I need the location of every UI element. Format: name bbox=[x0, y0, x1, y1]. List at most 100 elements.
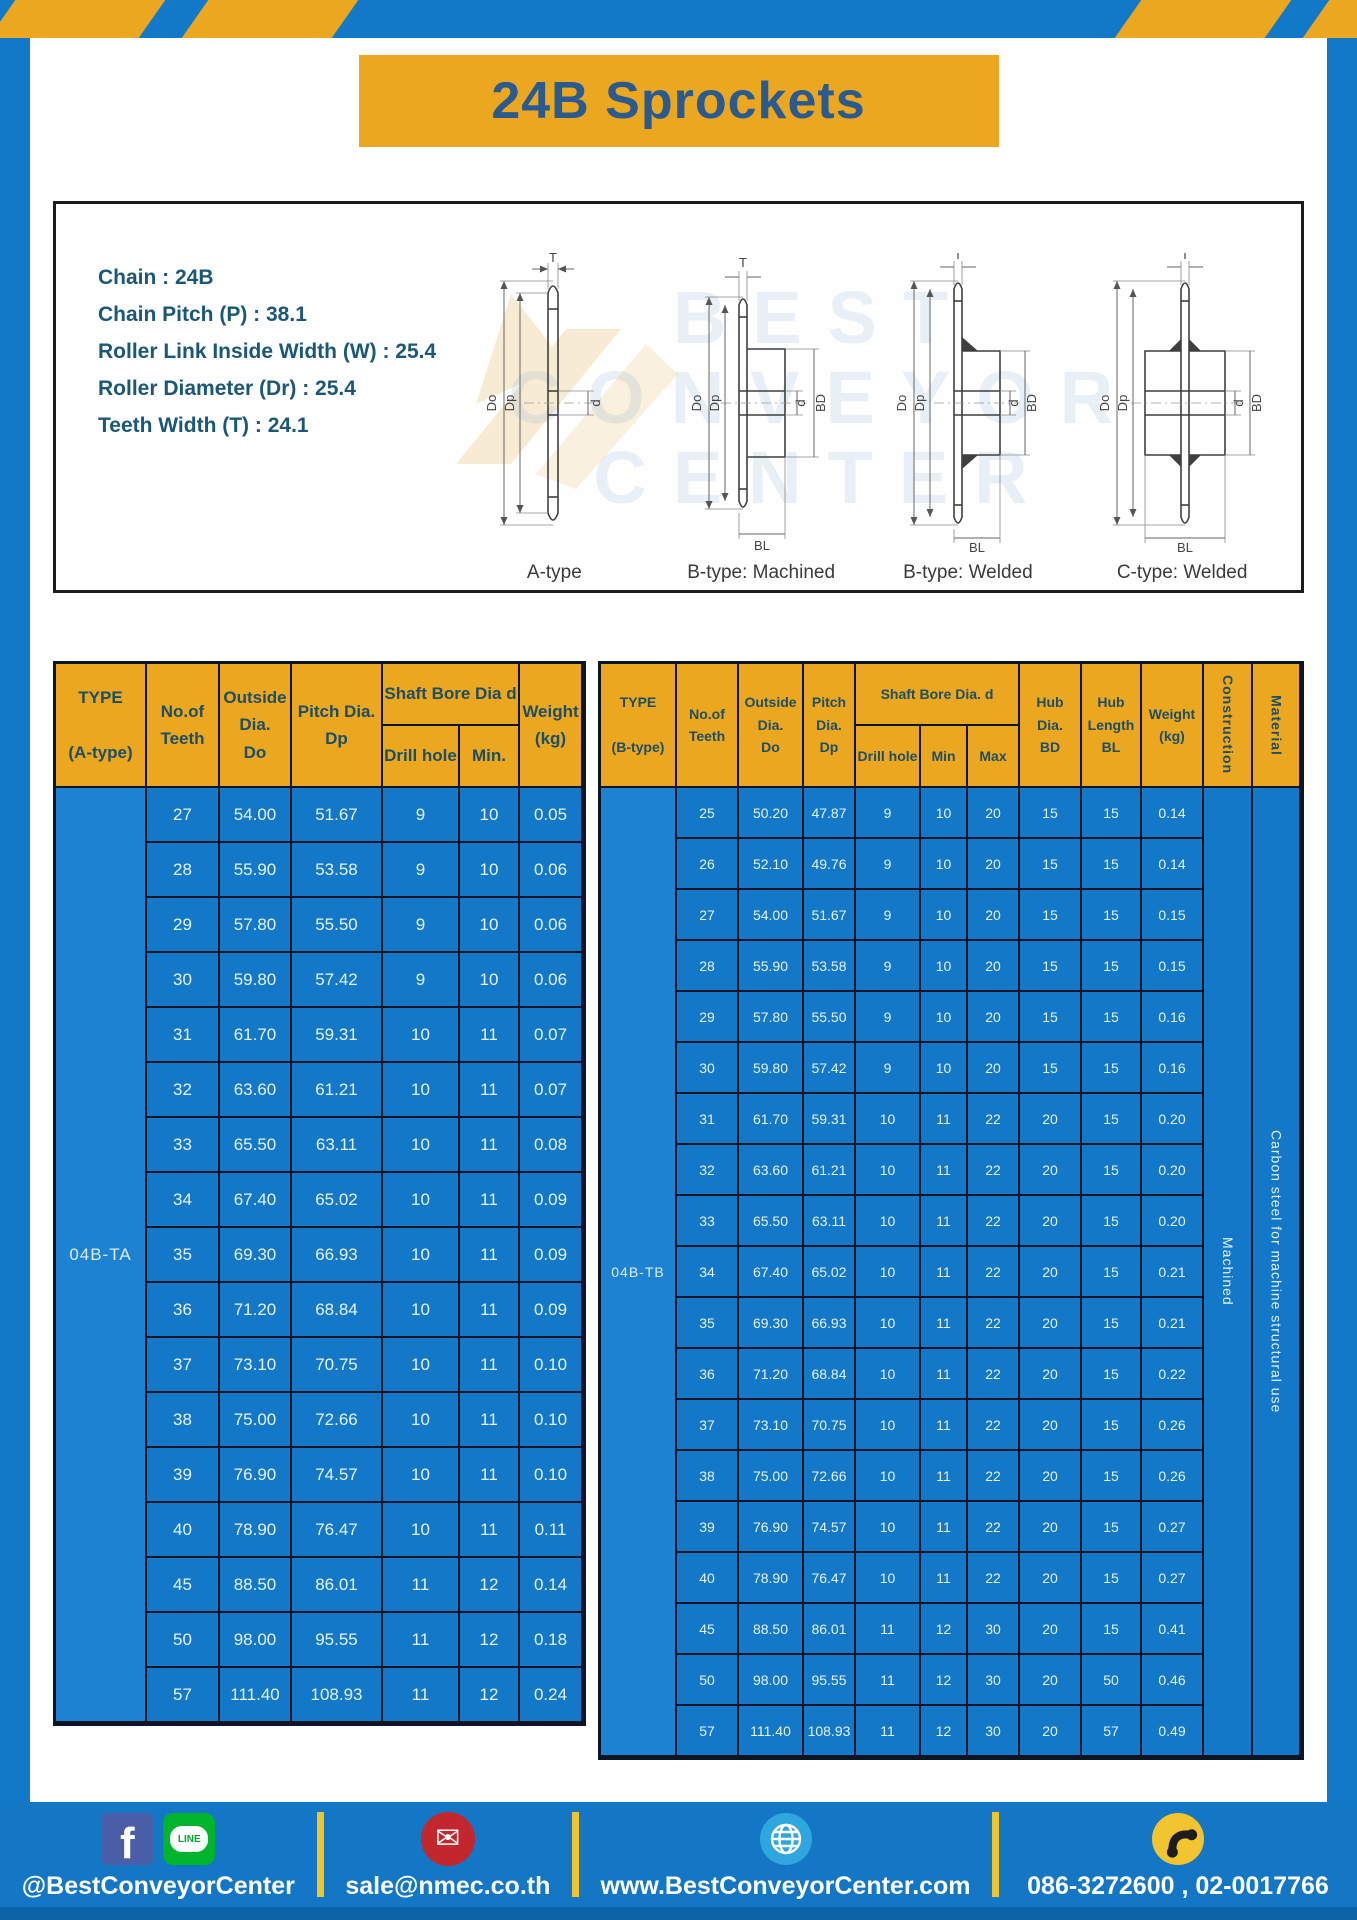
table-cell-teeth: 31 bbox=[147, 1008, 220, 1063]
table-cell-teeth: 28 bbox=[677, 941, 739, 992]
table-cell-min: 11 bbox=[460, 1448, 520, 1503]
table-cell-hub-dia: 20 bbox=[1020, 1145, 1082, 1196]
table-cell-outside-dia: 57.80 bbox=[220, 898, 292, 953]
table-cell-hub-length: 15 bbox=[1082, 941, 1142, 992]
table-cell-pitch-dia: 72.66 bbox=[292, 1393, 383, 1448]
table-cell-weight: 0.10 bbox=[520, 1393, 583, 1448]
table-cell-drill-hole: 10 bbox=[383, 1173, 460, 1228]
table-cell-min: 10 bbox=[921, 890, 968, 941]
table-cell-teeth: 29 bbox=[677, 992, 739, 1043]
table-cell-weight: 0.06 bbox=[520, 843, 583, 898]
table-cell-outside-dia: 69.30 bbox=[739, 1298, 804, 1349]
table-cell-outside-dia: 57.80 bbox=[739, 992, 804, 1043]
table-cell-weight: 0.14 bbox=[1142, 788, 1204, 839]
table-cell-outside-dia: 61.70 bbox=[739, 1094, 804, 1145]
table-cell-pitch-dia: 61.21 bbox=[804, 1145, 856, 1196]
table-cell-pitch-dia: 63.11 bbox=[292, 1118, 383, 1173]
header-weight: Weight (kg) bbox=[520, 664, 583, 788]
table-cell-weight: 0.27 bbox=[1142, 1502, 1204, 1553]
table-cell-weight: 0.15 bbox=[1142, 941, 1204, 992]
table-cell-hub-length: 15 bbox=[1082, 1451, 1142, 1502]
table-cell-drill-hole: 10 bbox=[856, 1196, 921, 1247]
sprocket-drawing-a: T Do Dp d bbox=[484, 253, 603, 526]
table-cell-min: 12 bbox=[460, 1558, 520, 1613]
table-cell-drill-hole: 10 bbox=[856, 1247, 921, 1298]
page-title: 24B Sprockets bbox=[491, 72, 866, 130]
table-cell-weight: 0.09 bbox=[520, 1173, 583, 1228]
table-cell-weight: 0.16 bbox=[1142, 1043, 1204, 1094]
table-cell-max: 20 bbox=[968, 941, 1020, 992]
table-cell-drill-hole: 9 bbox=[383, 898, 460, 953]
dim-label-bd: BD bbox=[1024, 394, 1039, 412]
table-cell-drill-hole: 11 bbox=[856, 1604, 921, 1655]
header-teeth: No.of Teeth bbox=[147, 664, 220, 788]
header-drill-hole: Drill hole bbox=[383, 726, 460, 788]
table-cell-teeth: 35 bbox=[147, 1228, 220, 1283]
table-cell-min: 12 bbox=[921, 1655, 968, 1706]
table-cell-weight: 0.07 bbox=[520, 1008, 583, 1063]
header-type: TYPE (B-type) bbox=[601, 664, 677, 788]
table-cell-teeth: 36 bbox=[147, 1283, 220, 1338]
table-cell-outside-dia: 75.00 bbox=[220, 1393, 292, 1448]
dim-label-do: Do bbox=[894, 395, 909, 412]
table-cell-hub-dia: 20 bbox=[1020, 1553, 1082, 1604]
table-cell-teeth: 31 bbox=[677, 1094, 739, 1145]
header-pitch-dia: Pitch Dia. Dp bbox=[804, 664, 856, 788]
table-cell-drill-hole: 10 bbox=[856, 1451, 921, 1502]
table-cell-min: 11 bbox=[921, 1349, 968, 1400]
corner-stripe bbox=[0, 0, 169, 38]
table-cell-weight: 0.49 bbox=[1142, 1706, 1204, 1757]
table-cell-weight: 0.26 bbox=[1142, 1400, 1204, 1451]
footer-email: sale@nmec.co.th bbox=[345, 1872, 551, 1900]
dim-label-bl: BL bbox=[1177, 540, 1193, 553]
table-cell-outside-dia: 55.90 bbox=[220, 843, 292, 898]
figure-c-type-welded: T Do Dp d BD BL C-type: Welded bbox=[1095, 253, 1270, 584]
table-cell-max: 20 bbox=[968, 890, 1020, 941]
dim-label-bd: BD bbox=[813, 394, 828, 412]
table-cell-weight: 0.07 bbox=[520, 1063, 583, 1118]
table-cell-min: 11 bbox=[460, 1393, 520, 1448]
spec-line: Chain Pitch (P) : 38.1 bbox=[98, 303, 307, 326]
type-value-cell: 04B-TA bbox=[56, 788, 147, 1723]
table-cell-max: 22 bbox=[968, 1451, 1020, 1502]
spec-line: Roller Diameter (Dr) : 25.4 bbox=[98, 377, 356, 400]
table-cell-max: 22 bbox=[968, 1094, 1020, 1145]
table-cell-outside-dia: 59.80 bbox=[739, 1043, 804, 1094]
figure-caption: B-type: Welded bbox=[903, 562, 1033, 583]
footer-social-section: f LINE @BestConveyorCenter bbox=[0, 1802, 317, 1907]
chain-specs: Chain : 24B Chain Pitch (P) : 38.1 Rolle… bbox=[56, 204, 451, 590]
table-cell-teeth: 38 bbox=[147, 1393, 220, 1448]
table-cell-hub-dia: 20 bbox=[1020, 1400, 1082, 1451]
table-cell-teeth: 37 bbox=[147, 1338, 220, 1393]
header-pitch-dia: Pitch Dia. Dp bbox=[292, 664, 383, 788]
header-material: Material bbox=[1253, 664, 1301, 788]
table-cell-weight: 0.11 bbox=[520, 1503, 583, 1558]
table-cell-weight: 0.14 bbox=[1142, 839, 1204, 890]
figure-a-type: T Do Dp d A-type bbox=[474, 253, 634, 584]
phone-icon-wrap bbox=[1151, 1811, 1205, 1867]
table-cell-weight: 0.18 bbox=[520, 1613, 583, 1668]
table-cell-outside-dia: 88.50 bbox=[220, 1558, 292, 1613]
table-cell-teeth: 50 bbox=[677, 1655, 739, 1706]
table-cell-hub-dia: 15 bbox=[1020, 1043, 1082, 1094]
table-cell-pitch-dia: 70.75 bbox=[292, 1338, 383, 1393]
dim-label-d: d bbox=[588, 399, 603, 406]
table-cell-pitch-dia: 76.47 bbox=[292, 1503, 383, 1558]
sprocket-figures: T Do Dp d A-type bbox=[451, 204, 1301, 590]
table-cell-weight: 0.14 bbox=[520, 1558, 583, 1613]
table-cell-min: 11 bbox=[460, 1118, 520, 1173]
table-cell-teeth: 34 bbox=[677, 1247, 739, 1298]
facebook-icon: f bbox=[101, 1813, 154, 1865]
table-cell-max: 20 bbox=[968, 1043, 1020, 1094]
table-cell-drill-hole: 10 bbox=[383, 1448, 460, 1503]
table-cell-max: 22 bbox=[968, 1145, 1020, 1196]
table-cell-hub-length: 15 bbox=[1082, 1043, 1142, 1094]
table-cell-teeth: 30 bbox=[147, 953, 220, 1008]
table-cell-outside-dia: 50.20 bbox=[739, 788, 804, 839]
dim-label-d: d bbox=[1231, 399, 1246, 406]
table-cell-hub-length: 15 bbox=[1082, 788, 1142, 839]
table-cell-teeth: 36 bbox=[677, 1349, 739, 1400]
table-cell-min: 11 bbox=[460, 1503, 520, 1558]
table-cell-drill-hole: 9 bbox=[856, 941, 921, 992]
table-cell-min: 10 bbox=[921, 992, 968, 1043]
